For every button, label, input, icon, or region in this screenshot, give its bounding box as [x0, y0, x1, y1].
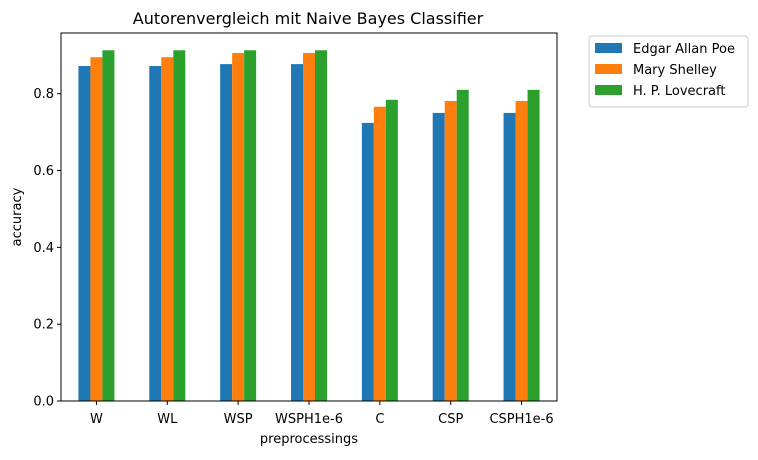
bar-WSPH1e-6-edgar-allan-poe — [291, 64, 303, 402]
bar-C-h-p-lovecraft — [385, 99, 398, 402]
x-tick-label: WSP — [224, 412, 253, 427]
bar-CSP-h-p-lovecraft — [456, 89, 469, 401]
legend-frame — [588, 35, 749, 108]
bar-WSP-mary-shelley — [232, 52, 245, 402]
x-axis-label: preprocessings — [260, 432, 358, 447]
legend: Edgar Allan Poe Mary Shelley H. P. Lovecra… — [588, 35, 749, 108]
y-tick-label: 0.8 — [33, 87, 54, 102]
y-tick-label: 0.2 — [33, 318, 54, 333]
y-axis: 0.0 0.2 0.4 0.6 0.8 — [33, 87, 61, 410]
bar-CSPH1e-6-edgar-allan-poe — [503, 112, 516, 402]
y-axis-label: accuracy — [10, 187, 25, 246]
bar-W-h-p-lovecraft — [102, 50, 115, 401]
chart-title: Autorenvergleich mit Naive Bayes Classif… — [133, 9, 484, 28]
bar-WSPH1e-6-mary-shelley — [303, 52, 315, 402]
bar-CSP-edgar-allan-poe — [432, 112, 445, 402]
x-tick-label: C — [375, 412, 384, 427]
y-tick-label: 0.6 — [33, 164, 54, 179]
legend-label: Edgar Allan Poe — [633, 42, 735, 57]
bar-W-mary-shelley — [90, 57, 103, 402]
x-tick-label: WL — [157, 412, 178, 427]
legend-label: Mary Shelley — [633, 63, 717, 78]
legend-swatch — [595, 43, 622, 53]
bar-CSPH1e-6-h-p-lovecraft — [527, 89, 540, 401]
bar-C-mary-shelley — [373, 106, 386, 401]
x-axis: W WL WSP WSPH1e-6 C CSP CSPH1e-6 — [90, 401, 554, 427]
bar-WL-h-p-lovecraft — [173, 50, 186, 401]
bar-C-edgar-allan-poe — [361, 122, 374, 401]
bar-WSP-edgar-allan-poe — [220, 64, 233, 402]
x-tick-label: CSP — [438, 412, 463, 427]
y-tick-label: 0.0 — [33, 395, 54, 410]
x-tick-label: CSPH1e-6 — [489, 412, 553, 427]
bar-WL-mary-shelley — [161, 57, 174, 402]
bar-WL-edgar-allan-poe — [149, 66, 162, 401]
bars-group — [78, 50, 540, 402]
bar-WSP-h-p-lovecraft — [244, 50, 257, 401]
legend-label: H. P. Lovecraft — [633, 84, 725, 99]
x-tick-label: WSPH1e-6 — [275, 412, 343, 427]
bar-WSPH1e-6-h-p-lovecraft — [315, 50, 327, 401]
legend-swatch — [595, 64, 622, 74]
x-tick-label: W — [90, 412, 103, 427]
y-tick-label: 0.4 — [33, 241, 54, 256]
bar-CSP-mary-shelley — [444, 100, 457, 402]
legend-swatch — [595, 85, 622, 95]
bar-CSPH1e-6-mary-shelley — [515, 100, 528, 402]
bar-W-edgar-allan-poe — [78, 66, 91, 401]
